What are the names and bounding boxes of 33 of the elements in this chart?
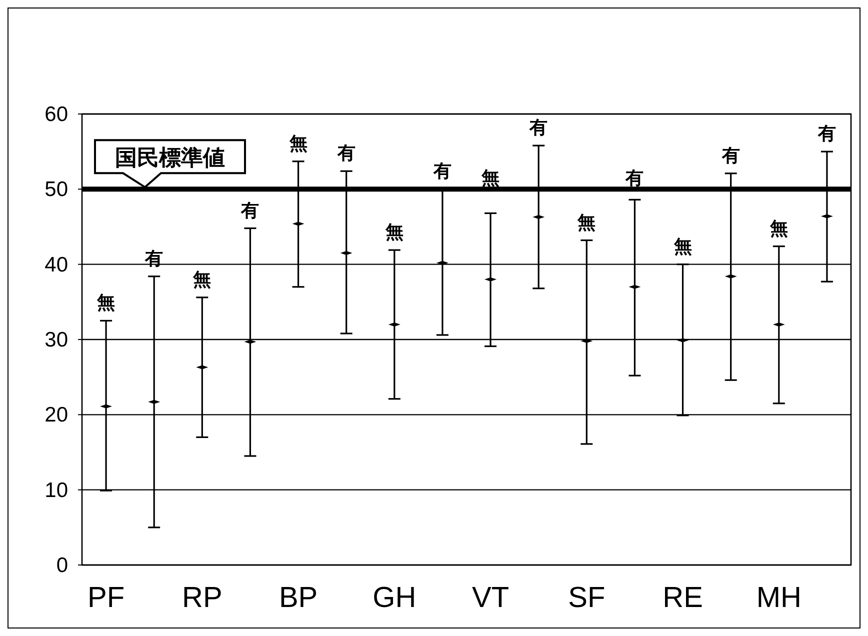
y-tick-label: 20: [44, 404, 68, 427]
x-tick-label: BP: [278, 582, 318, 614]
text: 無: [385, 222, 404, 242]
text: 無: [674, 236, 692, 256]
x-tick-label: MH: [756, 582, 802, 614]
text: 無: [578, 212, 596, 232]
y-tick-label: 30: [44, 328, 68, 352]
text: 有: [722, 145, 740, 166]
text: 有: [145, 248, 164, 268]
y-tick-label: 50: [44, 178, 68, 202]
y-tick-label: 60: [44, 103, 68, 126]
text: 有: [433, 161, 452, 182]
text: 無: [482, 168, 500, 188]
text: 有: [816, 124, 836, 144]
x-tick-label: VT: [472, 582, 510, 614]
text: 有: [241, 200, 260, 220]
y-tick-label: 40: [44, 253, 68, 276]
text: 無: [770, 218, 788, 238]
text: 無: [193, 269, 212, 290]
text: 有: [337, 143, 356, 164]
ref-line-label: 国民標準値: [115, 145, 225, 170]
text: 無: [97, 292, 116, 313]
x-tick-label: GH: [372, 582, 416, 614]
x-tick-label: RP: [182, 582, 222, 614]
callout: 国民標準値: [94, 139, 246, 188]
x-tick-label: SF: [568, 582, 606, 614]
text: 無: [288, 133, 308, 154]
x-tick-label: RE: [662, 582, 703, 614]
x-tick-label: PF: [88, 582, 125, 614]
text: 有: [530, 118, 548, 138]
y-tick-label: 10: [44, 478, 68, 502]
text: 有: [626, 168, 644, 188]
y-tick-label: 0: [56, 554, 68, 577]
